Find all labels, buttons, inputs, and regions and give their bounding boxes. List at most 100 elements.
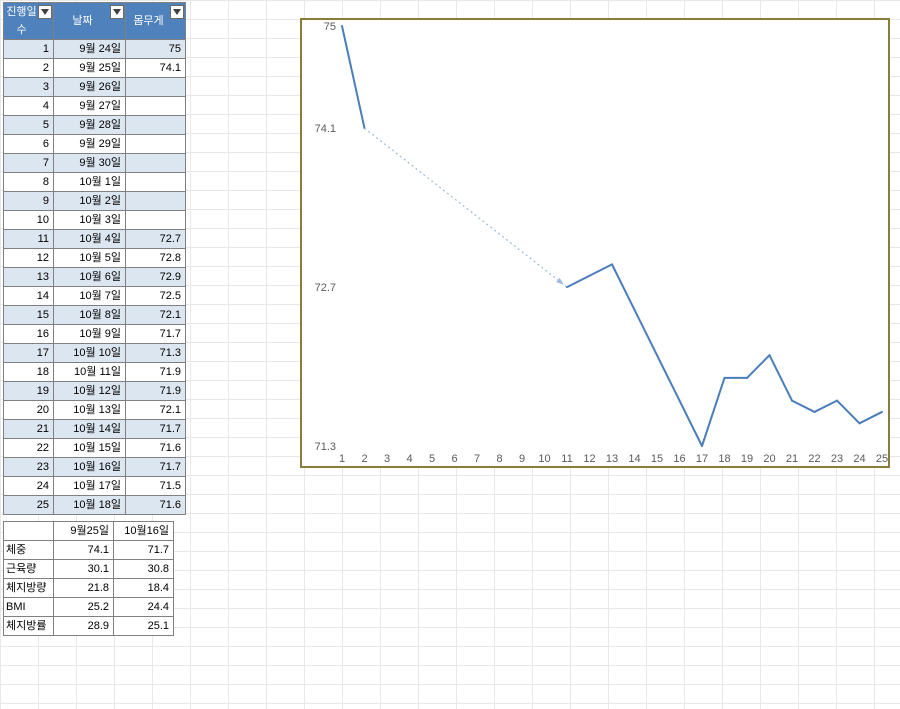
cell-date[interactable]: 10월 9일 [54,325,126,344]
cell-weight[interactable]: 71.5 [126,477,186,496]
cell-date[interactable]: 10월 1일 [54,173,126,192]
cell-date[interactable]: 10월 8일 [54,306,126,325]
cell-weight[interactable]: 75 [126,40,186,59]
filter-dropdown-icon[interactable] [110,5,124,19]
cell-date[interactable]: 9월 28일 [54,116,126,135]
summary-row[interactable]: 체중74.171.7 [4,541,174,560]
summary-col-header[interactable]: 10월16일 [114,522,174,541]
table-row[interactable]: 19월 24일75 [4,40,186,59]
cell-day[interactable]: 17 [4,344,54,363]
cell-day[interactable]: 2 [4,59,54,78]
cell-weight[interactable]: 72.8 [126,249,186,268]
cell-date[interactable]: 9월 29일 [54,135,126,154]
cell-date[interactable]: 10월 14일 [54,420,126,439]
cell-day[interactable]: 4 [4,97,54,116]
cell-date[interactable]: 9월 24일 [54,40,126,59]
summary-col-header[interactable]: 9월25일 [54,522,114,541]
summary-val-b[interactable]: 18.4 [114,579,174,598]
cell-weight[interactable]: 72.9 [126,268,186,287]
cell-weight[interactable] [126,173,186,192]
cell-weight[interactable] [126,97,186,116]
table-row[interactable]: 910월 2일 [4,192,186,211]
table-row[interactable]: 79월 30일 [4,154,186,173]
cell-date[interactable]: 10월 11일 [54,363,126,382]
summary-val-a[interactable]: 21.8 [54,579,114,598]
cell-date[interactable]: 10월 13일 [54,401,126,420]
cell-weight[interactable] [126,78,186,97]
table-row[interactable]: 69월 29일 [4,135,186,154]
summary-val-b[interactable]: 30.8 [114,560,174,579]
cell-date[interactable]: 10월 17일 [54,477,126,496]
table-row[interactable]: 1310월 6일72.9 [4,268,186,287]
cell-weight[interactable]: 71.9 [126,382,186,401]
cell-day[interactable]: 21 [4,420,54,439]
summary-col-header[interactable] [4,522,54,541]
cell-weight[interactable]: 72.1 [126,401,186,420]
cell-day[interactable]: 9 [4,192,54,211]
weight-line-chart[interactable]: 7574.172.771.312345678910111213141516171… [300,18,890,468]
column-header-1[interactable]: 날짜 [54,3,126,40]
cell-day[interactable]: 11 [4,230,54,249]
cell-day[interactable]: 7 [4,154,54,173]
cell-weight[interactable]: 72.1 [126,306,186,325]
table-row[interactable]: 39월 26일 [4,78,186,97]
table-row[interactable]: 1510월 8일72.1 [4,306,186,325]
cell-weight[interactable]: 71.7 [126,420,186,439]
table-row[interactable]: 2110월 14일71.7 [4,420,186,439]
cell-date[interactable]: 10월 7일 [54,287,126,306]
table-row[interactable]: 1010월 3일 [4,211,186,230]
cell-date[interactable]: 9월 30일 [54,154,126,173]
summary-val-b[interactable]: 24.4 [114,598,174,617]
cell-date[interactable]: 10월 2일 [54,192,126,211]
table-row[interactable]: 810월 1일 [4,173,186,192]
cell-date[interactable]: 9월 25일 [54,59,126,78]
table-row[interactable]: 1610월 9일71.7 [4,325,186,344]
cell-date[interactable]: 10월 18일 [54,496,126,515]
table-row[interactable]: 2210월 15일71.6 [4,439,186,458]
cell-weight[interactable] [126,154,186,173]
cell-date[interactable]: 10월 4일 [54,230,126,249]
cell-day[interactable]: 23 [4,458,54,477]
cell-date[interactable]: 9월 26일 [54,78,126,97]
cell-weight[interactable]: 71.7 [126,325,186,344]
table-row[interactable]: 1810월 11일71.9 [4,363,186,382]
cell-date[interactable]: 10월 16일 [54,458,126,477]
cell-date[interactable]: 10월 12일 [54,382,126,401]
summary-row[interactable]: 체지방률28.925.1 [4,617,174,636]
cell-weight[interactable]: 71.9 [126,363,186,382]
cell-day[interactable]: 1 [4,40,54,59]
cell-weight[interactable]: 72.7 [126,230,186,249]
cell-day[interactable]: 19 [4,382,54,401]
cell-day[interactable]: 20 [4,401,54,420]
table-row[interactable]: 49월 27일 [4,97,186,116]
table-row[interactable]: 59월 28일 [4,116,186,135]
table-row[interactable]: 1910월 12일71.9 [4,382,186,401]
cell-day[interactable]: 25 [4,496,54,515]
cell-day[interactable]: 12 [4,249,54,268]
cell-weight[interactable] [126,135,186,154]
cell-day[interactable]: 8 [4,173,54,192]
cell-day[interactable]: 3 [4,78,54,97]
summary-val-b[interactable]: 71.7 [114,541,174,560]
table-row[interactable]: 2410월 17일71.5 [4,477,186,496]
cell-weight[interactable] [126,192,186,211]
table-row[interactable]: 29월 25일74.1 [4,59,186,78]
cell-day[interactable]: 6 [4,135,54,154]
cell-day[interactable]: 15 [4,306,54,325]
summary-val-a[interactable]: 30.1 [54,560,114,579]
table-row[interactable]: 2010월 13일72.1 [4,401,186,420]
table-row[interactable]: 1110월 4일72.7 [4,230,186,249]
filter-dropdown-icon[interactable] [170,5,184,19]
cell-weight[interactable]: 71.3 [126,344,186,363]
summary-row[interactable]: 근육량30.130.8 [4,560,174,579]
cell-date[interactable]: 10월 15일 [54,439,126,458]
cell-day[interactable]: 24 [4,477,54,496]
cell-weight[interactable] [126,116,186,135]
table-row[interactable]: 2310월 16일71.7 [4,458,186,477]
summary-val-a[interactable]: 25.2 [54,598,114,617]
table-row[interactable]: 1410월 7일72.5 [4,287,186,306]
cell-day[interactable]: 18 [4,363,54,382]
cell-weight[interactable] [126,211,186,230]
table-row[interactable]: 1210월 5일72.8 [4,249,186,268]
column-header-2[interactable]: 몸무게 [126,3,186,40]
